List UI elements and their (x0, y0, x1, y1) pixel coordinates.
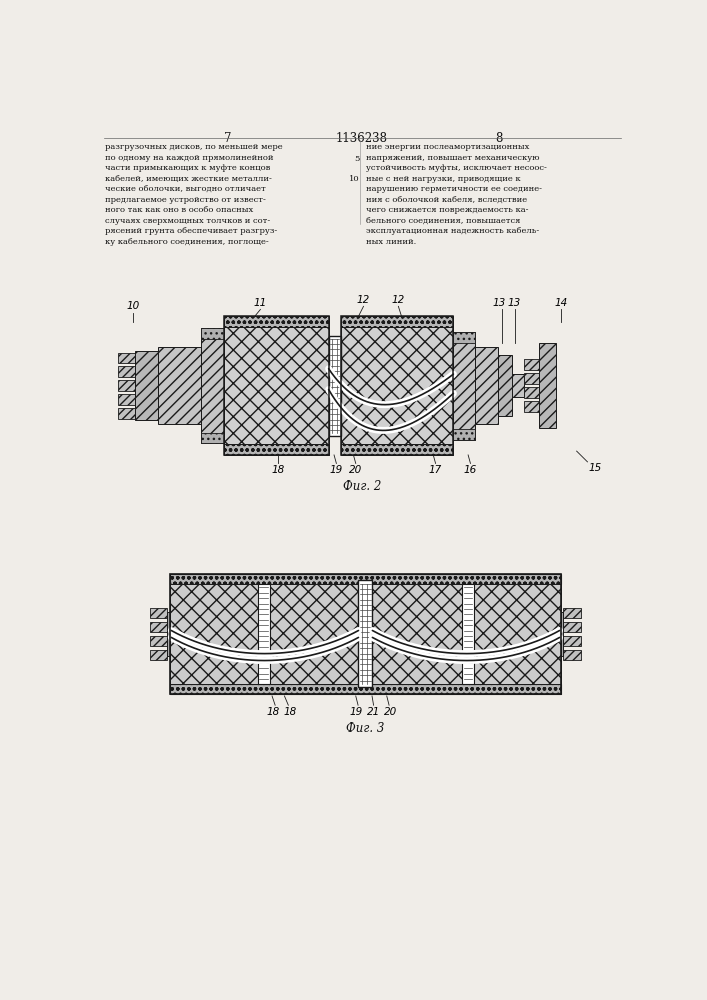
Bar (201, 433, 224, 443)
Text: Фиг. 2: Фиг. 2 (343, 480, 381, 493)
Bar (563, 608, 580, 618)
Text: 16: 16 (464, 465, 477, 475)
Bar (170, 574, 561, 584)
Text: ние энергии послеамортизационных
напряжений, повышает механическую
устойчивость : ние энергии послеамортизационных напряже… (366, 143, 547, 246)
Bar (170, 684, 561, 694)
Bar (168, 612, 170, 656)
Bar (524, 387, 539, 398)
Text: 18: 18 (267, 707, 279, 717)
Bar (524, 401, 539, 412)
Text: 14: 14 (554, 298, 568, 308)
Bar (118, 366, 135, 377)
Bar (561, 612, 563, 656)
Text: 18: 18 (284, 707, 296, 717)
Text: 12: 12 (392, 295, 405, 305)
Bar (453, 332, 475, 343)
Bar (158, 347, 201, 424)
Bar (341, 316, 453, 455)
Text: 5: 5 (354, 155, 360, 163)
Bar (224, 316, 329, 455)
Bar (269, 584, 358, 684)
Bar (524, 373, 539, 384)
Text: 17: 17 (429, 465, 442, 475)
Bar (539, 343, 556, 428)
Bar (118, 353, 135, 363)
Text: 19: 19 (329, 465, 343, 475)
Bar (118, 394, 135, 405)
Bar (563, 622, 580, 632)
Text: 10: 10 (349, 175, 360, 183)
Bar (118, 380, 135, 391)
Text: 18: 18 (271, 465, 285, 475)
Bar (474, 584, 561, 684)
Bar (224, 327, 329, 444)
Text: 13: 13 (493, 298, 506, 308)
Bar (201, 328, 224, 443)
Bar (373, 584, 462, 684)
Bar (358, 580, 373, 687)
Bar (475, 347, 498, 424)
Text: разгрузочных дисков, по меньшей мере
по одному на каждой прямолинейной
части при: разгрузочных дисков, по меньшей мере по … (105, 143, 283, 246)
Bar (170, 574, 561, 694)
Text: 21: 21 (367, 707, 380, 717)
Text: Фиг. 3: Фиг. 3 (346, 722, 385, 735)
Text: 13: 13 (508, 298, 521, 308)
Bar (341, 316, 453, 327)
Text: 1136238: 1136238 (336, 132, 388, 145)
Bar (563, 636, 580, 646)
Bar (453, 332, 475, 440)
Bar (151, 636, 168, 646)
Bar (151, 608, 168, 618)
Text: 19: 19 (349, 707, 363, 717)
Bar (135, 351, 158, 420)
Bar (151, 622, 168, 632)
Bar (329, 336, 341, 436)
Text: 11: 11 (254, 298, 267, 308)
Bar (524, 359, 539, 370)
Bar (118, 408, 135, 419)
Bar (224, 444, 329, 455)
Bar (453, 429, 475, 440)
Bar (563, 650, 580, 660)
Bar (151, 650, 168, 660)
Bar (201, 328, 224, 339)
Bar (341, 327, 453, 444)
Bar (224, 316, 329, 327)
Text: 10: 10 (127, 301, 140, 311)
Bar (170, 584, 258, 684)
Text: 20: 20 (349, 465, 363, 475)
Text: 7: 7 (224, 132, 232, 145)
Bar (341, 444, 453, 455)
Text: 12: 12 (357, 295, 370, 305)
Bar (462, 584, 474, 684)
Bar (258, 584, 269, 684)
Text: 20: 20 (384, 707, 397, 717)
Text: 8: 8 (496, 132, 503, 145)
Bar (498, 355, 513, 416)
Bar (513, 374, 524, 397)
Text: 15: 15 (588, 463, 602, 473)
